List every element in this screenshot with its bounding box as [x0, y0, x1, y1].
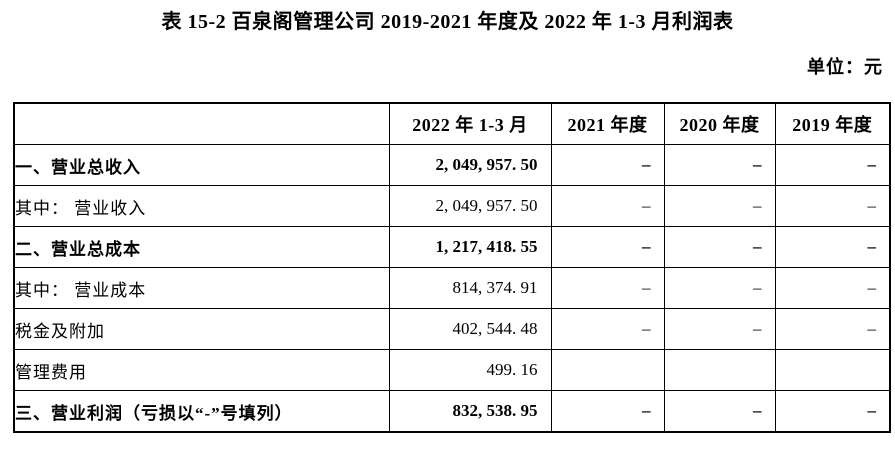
- value-cell: 832, 538. 95: [388, 390, 552, 433]
- row-label-cell: 税金及附加: [13, 308, 390, 350]
- row-label-cell: 其中： 营业成本: [13, 267, 390, 309]
- value-cell: [774, 349, 891, 391]
- value-cell: –: [774, 144, 891, 186]
- profit-table: 2022 年 1-3 月 2021 年度 2020 年度 2019 年度 一、营…: [13, 102, 891, 433]
- table-row: 二、营业总成本 1, 217, 418. 55 – – –: [13, 226, 891, 268]
- value-cell: 499. 16: [388, 349, 552, 391]
- value-cell: 2, 049, 957. 50: [388, 185, 552, 227]
- value-cell: –: [550, 390, 665, 433]
- table-row: 三、营业利润（亏损以“-”号填列） 832, 538. 95 – – –: [13, 390, 891, 433]
- value-cell: –: [774, 185, 891, 227]
- value-cell: –: [663, 390, 776, 433]
- value-cell: 402, 544. 48: [388, 308, 552, 350]
- value-cell: –: [774, 390, 891, 433]
- table-row: 一、营业总收入 2, 049, 957. 50 – – –: [13, 144, 891, 186]
- value-cell: –: [663, 308, 776, 350]
- value-cell: –: [774, 267, 891, 309]
- value-cell: [663, 349, 776, 391]
- column-header-item: [13, 102, 390, 145]
- value-cell: 1, 217, 418. 55: [388, 226, 552, 268]
- unit-label: 单位：元: [807, 57, 883, 77]
- value-cell: –: [550, 226, 665, 268]
- row-label-cell: 其中： 营业收入: [13, 185, 390, 227]
- row-label-cell: 三、营业利润（亏损以“-”号填列）: [13, 390, 390, 433]
- value-cell: –: [550, 144, 665, 186]
- column-header-2019: 2019 年度: [774, 102, 891, 145]
- value-cell: –: [550, 185, 665, 227]
- value-cell: [550, 349, 665, 391]
- row-label-cell: 二、营业总成本: [13, 226, 390, 268]
- column-header-2022: 2022 年 1-3 月: [388, 102, 552, 145]
- value-cell: 814, 374. 91: [388, 267, 552, 309]
- row-label-cell: 一、营业总收入: [13, 144, 390, 186]
- column-header-2021: 2021 年度: [550, 102, 665, 145]
- table-row: 其中： 营业收入 2, 049, 957. 50 – – –: [13, 185, 891, 227]
- page-title: 表 15-2 百泉阁管理公司 2019-2021 年度及 2022 年 1-3 …: [161, 11, 734, 33]
- value-cell: –: [663, 185, 776, 227]
- table-row: 管理费用 499. 16: [13, 349, 891, 391]
- row-label-cell: 管理费用: [13, 349, 390, 391]
- table-row: 其中： 营业成本 814, 374. 91 – – –: [13, 267, 891, 309]
- value-cell: 2, 049, 957. 50: [388, 144, 552, 186]
- column-header-2020: 2020 年度: [663, 102, 776, 145]
- value-cell: –: [663, 226, 776, 268]
- value-cell: –: [663, 267, 776, 309]
- table-row: 税金及附加 402, 544. 48 – – –: [13, 308, 891, 350]
- value-cell: –: [663, 144, 776, 186]
- value-cell: –: [774, 226, 891, 268]
- value-cell: –: [774, 308, 891, 350]
- value-cell: –: [550, 308, 665, 350]
- header-row: 2022 年 1-3 月 2021 年度 2020 年度 2019 年度: [13, 102, 891, 145]
- value-cell: –: [550, 267, 665, 309]
